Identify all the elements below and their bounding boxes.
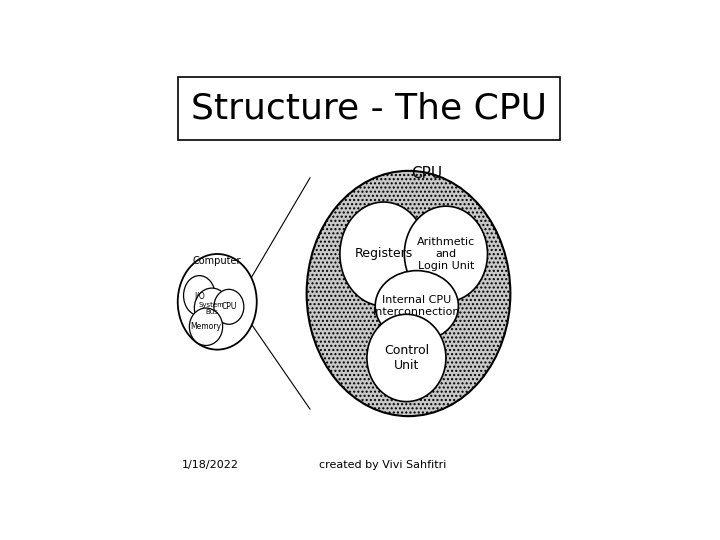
Ellipse shape (214, 289, 244, 324)
Text: 1/18/2022: 1/18/2022 (182, 460, 239, 470)
Text: Internal CPU
Interconnection: Internal CPU Interconnection (373, 295, 461, 317)
Text: I/O: I/O (194, 291, 204, 300)
Text: CPU: CPU (411, 166, 442, 181)
FancyBboxPatch shape (178, 77, 560, 140)
Text: Registers: Registers (354, 247, 413, 260)
Ellipse shape (189, 308, 222, 346)
Ellipse shape (367, 314, 446, 402)
Ellipse shape (340, 202, 427, 306)
Ellipse shape (405, 206, 487, 302)
Ellipse shape (178, 254, 257, 349)
Ellipse shape (307, 171, 510, 416)
Text: Computer: Computer (193, 256, 241, 266)
Ellipse shape (375, 271, 459, 341)
Text: System
Bus: System Bus (199, 301, 225, 314)
Text: created by Vivi Sahfitri: created by Vivi Sahfitri (319, 460, 446, 470)
Text: Arithmetic
and
Login Unit: Arithmetic and Login Unit (417, 238, 475, 271)
Text: Structure - The CPU: Structure - The CPU (191, 91, 547, 125)
Text: CPU: CPU (221, 302, 237, 311)
Ellipse shape (184, 275, 215, 315)
Text: Memory: Memory (191, 322, 222, 331)
Ellipse shape (194, 288, 229, 328)
Text: Control
Unit: Control Unit (384, 344, 429, 372)
